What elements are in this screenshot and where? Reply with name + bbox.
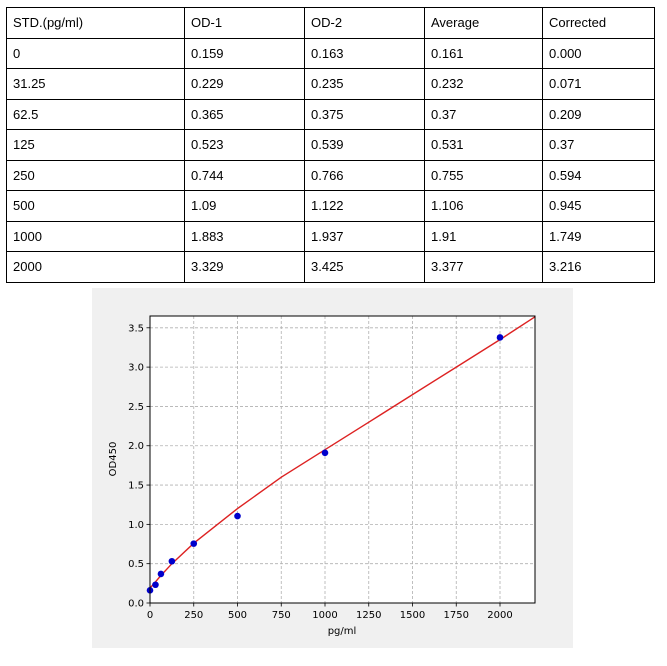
table-row: 500 1.09 1.122 1.106 0.945 — [6, 190, 655, 222]
y-tick-label: 2.0 — [128, 441, 144, 452]
standard-curve-chart: 0 250 500 750 1000 1250 1500 1750 2000 0.0 0.5 1.0 1… — [108, 315, 536, 637]
table-cell: 0.755 — [424, 159, 543, 191]
table-cell: 0 — [6, 37, 185, 69]
table-row: 2000 3.329 3.425 3.377 3.216 — [6, 251, 655, 283]
column-header: OD-1 — [184, 7, 305, 39]
table-cell: 0.232 — [424, 68, 543, 100]
data-point — [190, 540, 198, 547]
column-header: Corrected — [542, 7, 655, 39]
table-cell: 0.365 — [184, 98, 305, 130]
data-point — [168, 557, 176, 565]
table-cell: 0.539 — [304, 129, 425, 161]
table-row: 0 0.159 0.163 0.161 0.000 — [6, 37, 655, 69]
y-tick-label: 1.0 — [128, 520, 144, 531]
table-cell: 0.159 — [184, 37, 305, 69]
data-point — [234, 512, 241, 520]
table-row: 31.25 0.229 0.235 0.232 0.071 — [6, 68, 655, 100]
table-cell: 1.09 — [184, 190, 305, 222]
y-tick-label: 2.5 — [128, 402, 144, 413]
standard-curve-table: STD.(pg/ml) OD-1 OD-2 Average Corrected … — [6, 7, 655, 283]
table-cell: 0.161 — [424, 37, 543, 69]
plot-frame — [149, 315, 536, 604]
table-cell: 0.744 — [184, 159, 305, 191]
table-cell: 31.25 — [6, 68, 185, 100]
data-point — [152, 581, 159, 589]
y-axis-label: OD450 — [108, 442, 119, 477]
chart-figure: 0 250 500 750 1000 1250 1500 1750 2000 0.0 0.5 1.0 1… — [92, 288, 573, 648]
table-row: 1000 1.883 1.937 1.91 1.749 — [6, 220, 655, 252]
table-cell: 1.122 — [304, 190, 425, 222]
table-cell: 0.531 — [424, 129, 543, 161]
table-cell: 1.749 — [542, 220, 655, 252]
x-tick-label: 1250 — [356, 610, 381, 621]
table-cell: 1.883 — [184, 220, 305, 252]
y-tick-label: 0.5 — [128, 559, 144, 570]
table-cell: 250 — [6, 159, 185, 191]
table-cell: 3.425 — [304, 251, 425, 283]
table-cell: 0.766 — [304, 159, 425, 191]
x-tick-label: 1000 — [312, 610, 337, 621]
table-cell: 0.071 — [542, 68, 655, 100]
data-point — [157, 570, 165, 578]
plot-area — [150, 316, 535, 603]
table-cell: 1.106 — [424, 190, 543, 222]
table-cell: 0.594 — [542, 159, 655, 191]
data-point — [496, 334, 504, 341]
y-tick-label: 3.0 — [128, 363, 144, 374]
table-cell: 0.37 — [542, 129, 655, 161]
table-header-row: STD.(pg/ml) OD-1 OD-2 Average Corrected — [6, 7, 655, 39]
x-tick-label: 1750 — [444, 610, 469, 621]
table-cell: 0.209 — [542, 98, 655, 130]
table-cell: 0.229 — [184, 68, 305, 100]
table-cell: 62.5 — [6, 98, 185, 130]
x-tick-label: 0 — [147, 610, 153, 621]
table-row: 62.5 0.365 0.375 0.37 0.209 — [6, 98, 655, 130]
y-tick-label: 3.5 — [128, 323, 144, 334]
table-cell: 1000 — [6, 220, 185, 252]
table-cell: 125 — [6, 129, 185, 161]
table-cell: 3.377 — [424, 251, 543, 283]
column-header: OD-2 — [304, 7, 425, 39]
table-cell: 3.329 — [184, 251, 305, 283]
table-cell: 0.000 — [542, 37, 655, 69]
table-cell: 3.216 — [542, 251, 655, 283]
x-tick-label: 750 — [272, 610, 291, 621]
table-cell: 0.235 — [304, 68, 425, 100]
table-cell: 1.91 — [424, 220, 543, 252]
x-tick-label: 500 — [228, 610, 247, 621]
table-cell: 0.945 — [542, 190, 655, 222]
point-layer — [146, 334, 504, 594]
data-point — [321, 449, 329, 457]
table-cell: 2000 — [6, 251, 185, 283]
x-tick-label: 2000 — [487, 610, 512, 621]
y-tick-label: 0.0 — [128, 599, 144, 610]
table-row: 250 0.744 0.766 0.755 0.594 — [6, 159, 655, 191]
table-cell: 1.937 — [304, 220, 425, 252]
table-cell: 0.523 — [184, 129, 305, 161]
x-tick-label: 1500 — [400, 610, 425, 621]
table-row: 125 0.523 0.539 0.531 0.37 — [6, 129, 655, 161]
table-cell: 0.37 — [424, 98, 543, 130]
table-cell: 0.375 — [304, 98, 425, 130]
tick-layer: 0 250 500 750 1000 1250 1500 1750 2000 0.0 0.5 1.0 1… — [128, 323, 513, 621]
table-cell: 500 — [6, 190, 185, 222]
x-tick-label: 250 — [184, 610, 203, 621]
table-cell: 0.163 — [304, 37, 425, 69]
x-axis-label: pg/ml — [328, 626, 357, 637]
y-tick-label: 1.5 — [128, 481, 144, 492]
column-header: Average — [424, 7, 543, 39]
column-header: STD.(pg/ml) — [6, 7, 185, 39]
